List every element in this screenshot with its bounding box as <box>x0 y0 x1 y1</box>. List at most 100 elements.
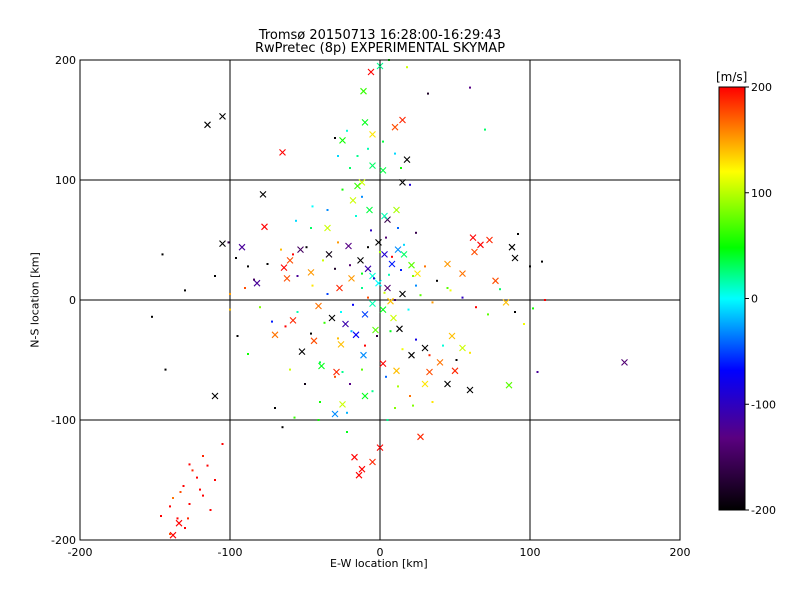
x-tick-label: -200 <box>68 546 93 559</box>
data-point-dot <box>341 371 344 373</box>
data-point-dot <box>337 337 339 340</box>
data-point-cross <box>358 465 366 473</box>
data-point-cross <box>339 401 346 408</box>
x-tick-label: -100 <box>218 546 243 559</box>
data-point-dot <box>182 485 185 487</box>
data-point-cross <box>286 257 294 264</box>
chart-subtitle: RwPretec (8p) EXPERIMENTAL SKYMAP <box>254 41 506 56</box>
data-point-dot <box>188 463 191 466</box>
data-points <box>151 59 628 539</box>
data-point-dot <box>428 354 431 357</box>
data-point-cross <box>459 270 466 277</box>
data-point-dot <box>199 488 201 491</box>
data-point-cross <box>324 224 331 232</box>
data-point-cross <box>361 119 369 126</box>
data-point-cross <box>390 314 397 322</box>
data-point-dot <box>317 419 320 421</box>
colorbar-tick-label: 200 <box>751 81 772 94</box>
data-point-dot <box>334 137 336 139</box>
data-point-cross <box>381 212 388 220</box>
data-point-dot <box>179 491 182 493</box>
data-point-dot <box>382 140 384 143</box>
data-point-cross <box>379 167 387 174</box>
data-point-cross <box>366 206 373 214</box>
data-point-dot <box>379 251 381 253</box>
data-point-cross <box>280 264 288 271</box>
data-point-dot <box>271 320 273 323</box>
data-point-cross <box>361 392 369 400</box>
data-point-dot <box>449 289 452 292</box>
data-point-cross <box>379 360 387 367</box>
data-point-dot <box>469 351 471 354</box>
data-point-dot <box>409 395 411 397</box>
data-point-cross <box>289 317 297 324</box>
data-point-cross <box>436 359 444 366</box>
data-point-cross <box>403 156 411 163</box>
data-point-cross <box>444 380 451 388</box>
data-point-dot <box>311 205 314 208</box>
data-point-dot <box>253 278 255 281</box>
data-point-dot <box>206 464 209 467</box>
y-axis-label: N-S location [km] <box>28 252 42 348</box>
data-point-cross <box>349 197 357 204</box>
data-point-cross <box>211 392 219 400</box>
data-point-cross <box>417 433 424 441</box>
data-point-cross <box>379 306 387 313</box>
data-point-dot <box>412 404 414 407</box>
data-point-dot <box>293 416 296 419</box>
data-point-cross <box>357 257 364 264</box>
data-point-dot <box>334 267 336 270</box>
data-point-cross <box>396 325 403 333</box>
colorbar <box>718 86 746 511</box>
data-point-cross <box>375 279 382 287</box>
data-point-dot <box>400 269 402 271</box>
data-point-cross <box>471 248 478 256</box>
data-point-dot <box>385 375 387 378</box>
data-point-dot <box>227 241 230 244</box>
data-point-cross <box>408 261 415 269</box>
data-point-cross <box>399 179 406 186</box>
data-point-dot <box>169 533 171 535</box>
data-point-dot <box>397 227 399 229</box>
data-point-dot <box>280 248 282 251</box>
data-point-cross <box>271 331 279 339</box>
data-point-dot <box>352 303 354 306</box>
y-tick-label: 200 <box>55 54 76 67</box>
data-point-dot <box>319 361 321 364</box>
data-point-cross <box>387 297 394 305</box>
data-point-dot <box>274 407 276 409</box>
data-point-cross <box>399 116 406 124</box>
colorbar-tick-label: 100 <box>751 187 772 200</box>
data-point-dot <box>172 497 174 499</box>
data-point-cross <box>318 362 325 370</box>
data-point-dot <box>401 348 404 351</box>
data-point-dot <box>311 284 314 287</box>
data-point-cross <box>175 519 183 527</box>
data-point-dot <box>346 431 348 433</box>
data-point-dot <box>389 330 392 333</box>
data-point-dot <box>415 284 417 287</box>
data-point-dot <box>326 293 329 295</box>
data-point-dot <box>284 325 287 328</box>
data-point-cross <box>348 275 355 282</box>
data-point-dot <box>337 241 339 244</box>
data-point-dot <box>536 371 539 373</box>
data-point-cross <box>477 241 484 249</box>
data-point-dot <box>340 311 342 313</box>
colorbar-label: [m/s] <box>716 70 748 84</box>
data-point-dot <box>295 219 297 222</box>
data-point-dot <box>334 375 336 378</box>
data-point-dot <box>376 335 378 337</box>
data-point-cross <box>297 246 304 253</box>
data-point-dot <box>191 469 194 472</box>
data-point-dot <box>419 294 422 297</box>
data-point-dot <box>164 368 167 371</box>
data-point-dot <box>361 287 363 289</box>
data-point-cross <box>511 254 519 262</box>
data-point-dot <box>409 183 411 186</box>
data-point-cross <box>375 239 382 246</box>
data-point-dot <box>349 167 351 169</box>
data-point-dot <box>469 86 471 89</box>
data-point-dot <box>367 246 369 249</box>
